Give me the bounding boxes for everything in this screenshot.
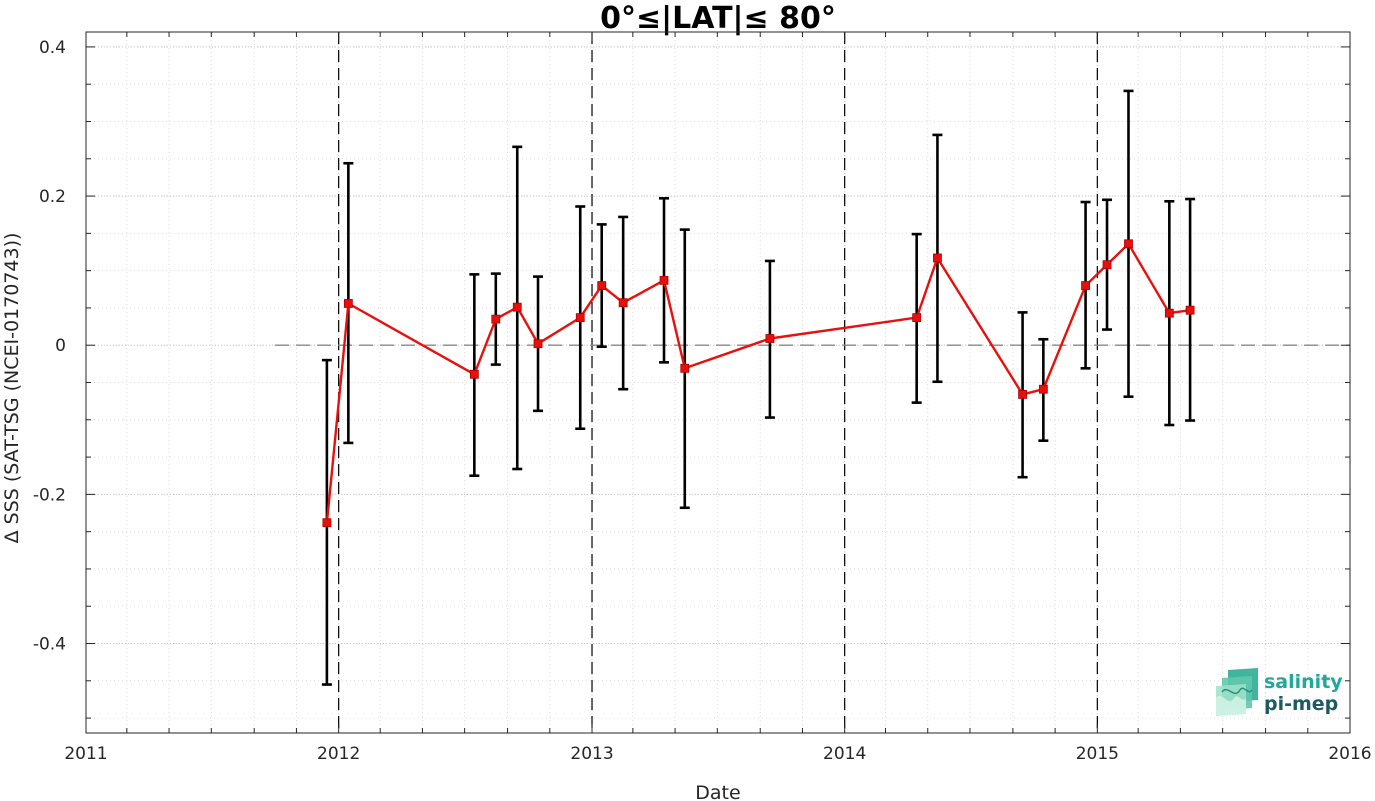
x-tick-label: 2015 [1076,744,1119,764]
x-tick-label: 2016 [1328,744,1371,764]
y-tick-label: 0.2 [39,187,66,207]
data-point [597,281,607,290]
data-point [343,299,353,308]
x-tick-label: 2012 [317,744,360,764]
data-point [659,275,669,285]
x-tick-label: 2013 [570,744,613,764]
data-series [321,89,1196,686]
y-tick-label: 0.4 [39,38,66,58]
data-point [1185,305,1195,315]
y-axis-label: Δ SSS (SAT-TSG (NCEI-0170743)) [1,233,23,544]
x-tick-label: 2011 [64,744,107,764]
y-tick-label: -0.4 [33,635,66,655]
tick-labels: 2011 2012 2013 2014 2015 2016 0.4 0.2 0 -0.2 -0.4 [33,38,1372,764]
data-point [491,314,501,324]
y-tick-label: 0 [55,336,66,356]
reference-lines [275,32,1350,733]
data-point [469,369,479,379]
data-point [618,298,628,308]
logo-word-salinity: salinity [1264,671,1343,693]
chart-title: 0°≤|LAT|≤ 80° [600,1,836,36]
y-tick-label: -0.2 [33,485,66,505]
grid [85,32,1351,733]
data-point [1164,308,1174,318]
salinity-wave-icon [1216,668,1258,716]
data-point [512,302,522,312]
data-point [1102,260,1112,270]
data-point [680,363,690,373]
logo-word-pi-mep: pi-mep [1264,693,1338,715]
data-point [1124,239,1133,249]
data-point [912,313,922,323]
data-point [1018,390,1027,399]
data-point [1081,281,1090,290]
data-point [575,313,585,323]
series-line [325,242,1191,523]
axes [85,31,1351,734]
data-point [533,339,543,349]
x-tick-label: 2014 [823,744,866,764]
x-axis-label: Date [695,782,740,801]
data-point [765,334,775,343]
data-point [1038,384,1048,394]
data-point [933,253,942,263]
salinity-pi-mep-logo: salinity pi-mep [1216,668,1343,716]
data-point [322,518,332,528]
